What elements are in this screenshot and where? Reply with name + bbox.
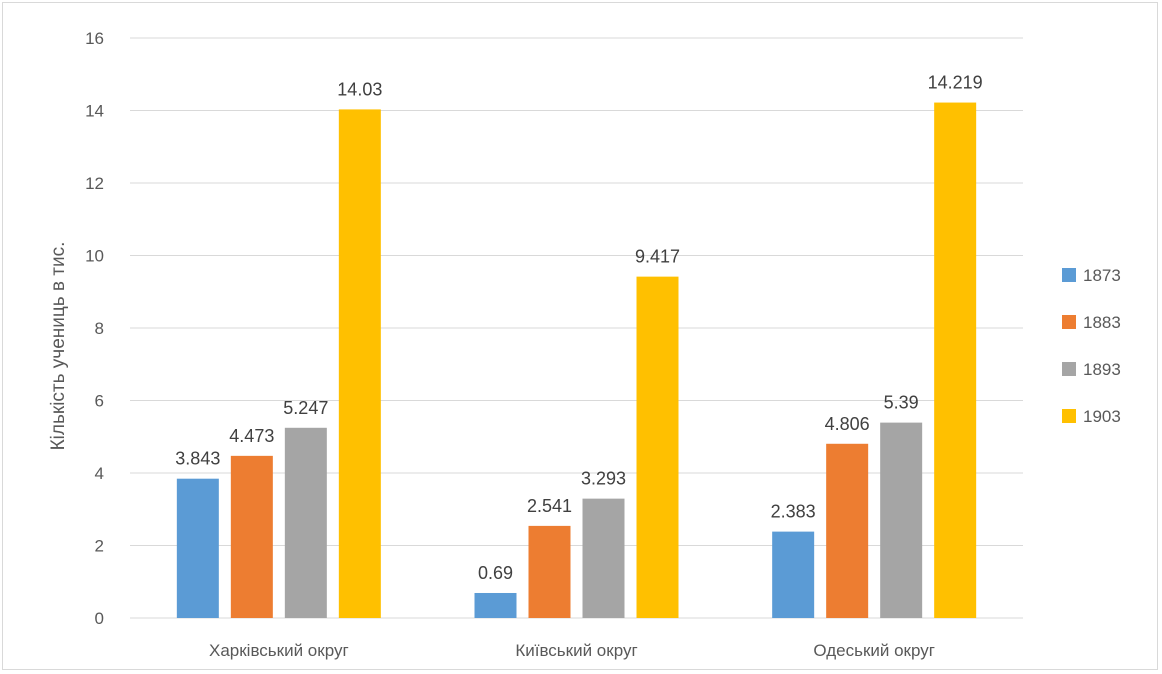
- bar-1883: [230, 455, 273, 618]
- y-axis-title: Кількість учениць в тис.: [48, 242, 69, 451]
- bar-1873: [176, 478, 219, 618]
- legend-item-1893[interactable]: 1893: [1083, 360, 1121, 379]
- y-tick-label: 6: [95, 392, 104, 411]
- y-tick-label: 2: [95, 537, 104, 556]
- bar-1883: [528, 525, 571, 618]
- data-label: 14.03: [337, 79, 382, 99]
- data-label: 9.417: [635, 247, 680, 267]
- x-axis-categories: Харківський округ Київський округ Одеський…: [209, 641, 935, 660]
- y-tick-label: 12: [85, 174, 104, 193]
- y-axis-ticks: 0 2 4 6 8 10 12 14 16: [85, 29, 104, 628]
- bar-1883: [826, 443, 869, 618]
- data-label: 14.219: [928, 73, 983, 93]
- legend-item-1883[interactable]: 1883: [1083, 313, 1121, 332]
- data-label: 5.247: [283, 398, 328, 418]
- legend-swatch-1903: [1062, 409, 1076, 423]
- category-label: Харківський округ: [209, 641, 349, 660]
- bar-1893: [880, 422, 923, 618]
- bar-1903: [636, 276, 679, 618]
- legend-swatch-1893: [1062, 362, 1076, 376]
- gridlines: [130, 37, 1023, 619]
- bar-1903: [934, 102, 977, 618]
- data-label: 3.293: [581, 469, 626, 489]
- y-tick-label: 16: [85, 29, 104, 48]
- y-tick-label: 4: [95, 464, 104, 483]
- data-labels: 3.843 4.473 5.247 14.03 0.69 2.541 3.293 9.417 2…: [175, 73, 982, 583]
- data-label: 5.39: [884, 393, 919, 413]
- legend-item-1903[interactable]: 1903: [1083, 407, 1121, 426]
- data-label: 2.541: [527, 496, 572, 516]
- data-label: 2.383: [771, 502, 816, 522]
- y-tick-label: 10: [85, 247, 104, 266]
- legend-item-1873[interactable]: 1873: [1083, 266, 1121, 285]
- data-label: 3.843: [175, 449, 220, 469]
- y-tick-label: 14: [85, 102, 104, 121]
- category-label: Одеський округ: [813, 641, 935, 660]
- bar-1893: [284, 427, 327, 618]
- bar-1893: [582, 498, 625, 618]
- bars: [176, 102, 977, 618]
- data-label: 4.806: [825, 414, 870, 434]
- legend-swatch-1873: [1062, 268, 1076, 282]
- data-label: 4.473: [229, 426, 274, 446]
- bar-1873: [474, 592, 517, 618]
- category-label: Київський округ: [515, 641, 637, 660]
- legend[interactable]: 1873 1883 1893 1903: [1062, 266, 1121, 426]
- y-tick-label: 8: [95, 319, 104, 338]
- legend-swatch-1883: [1062, 315, 1076, 329]
- data-label: 0.69: [478, 563, 513, 583]
- y-tick-label: 0: [95, 609, 104, 628]
- bar-1903: [338, 109, 381, 618]
- bar-1873: [772, 531, 815, 618]
